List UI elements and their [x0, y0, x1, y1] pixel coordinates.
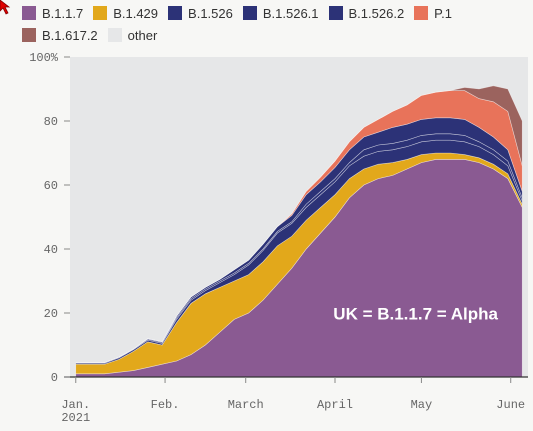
y-tick-label: 0 — [51, 371, 58, 385]
axis-group: 0 20 40 60 80 100% Jan.2021 Feb. March April May Ju… — [29, 51, 528, 425]
legend-swatch — [414, 6, 429, 20]
legend-swatch — [168, 6, 183, 20]
legend-swatch — [22, 28, 36, 42]
y-tick-label: 20 — [44, 307, 58, 321]
legend-item: B.1.526.2 — [328, 4, 405, 22]
series-area-b-1-617-2 — [75, 85, 523, 363]
legend-label: B.1.526.1 — [262, 5, 319, 21]
mouse-cursor-icon — [0, 0, 11, 15]
x-tick-label: Feb. — [151, 398, 180, 412]
x-tick-label: April — [317, 398, 353, 412]
x-tick-label: Jan. — [61, 398, 90, 412]
legend-swatch — [328, 6, 343, 20]
y-tick-label: 60 — [44, 179, 58, 193]
annotation-label: UK = B.1.1.7 = Alpha — [333, 304, 498, 323]
legend-label: B.1.526.2 — [348, 5, 405, 21]
legend-label: B.1.429 — [113, 5, 159, 21]
y-tick-label: 100% — [29, 51, 59, 65]
legend-item: B.1.429 — [93, 4, 158, 22]
legend-swatch — [22, 6, 36, 20]
legend-label: B.1.617.2 — [42, 27, 98, 43]
y-tick-label: 40 — [44, 243, 58, 257]
legend-label: P.1 — [434, 5, 453, 21]
y-tick-label: 80 — [44, 115, 58, 129]
legend-item: B.1.617.2 — [22, 26, 98, 44]
legend-label: B.1.1.7 — [42, 5, 84, 21]
legend-swatch — [107, 28, 122, 42]
legend-swatch — [242, 6, 257, 20]
legend-label: B.1.526 — [188, 5, 233, 21]
legend-label: other — [127, 27, 158, 43]
x-tick-label: 2021 — [61, 411, 90, 425]
legend-item: B.1.526 — [168, 4, 233, 22]
legend-item: other — [107, 26, 158, 44]
plot-group — [70, 57, 528, 378]
chart-legend: B.1.1.7 B.1.429 B.1.526 B.1.526.1 B.1.526.2 P… — [22, 4, 527, 44]
legend-item: B.1.1.7 — [22, 4, 83, 22]
legend-swatch — [93, 6, 108, 20]
legend-item: B.1.526.1 — [242, 4, 319, 22]
legend-item: P.1 — [414, 4, 452, 22]
x-tick-label: May — [411, 398, 433, 412]
x-tick-label: June — [496, 398, 525, 412]
x-tick-label: March — [228, 398, 264, 412]
